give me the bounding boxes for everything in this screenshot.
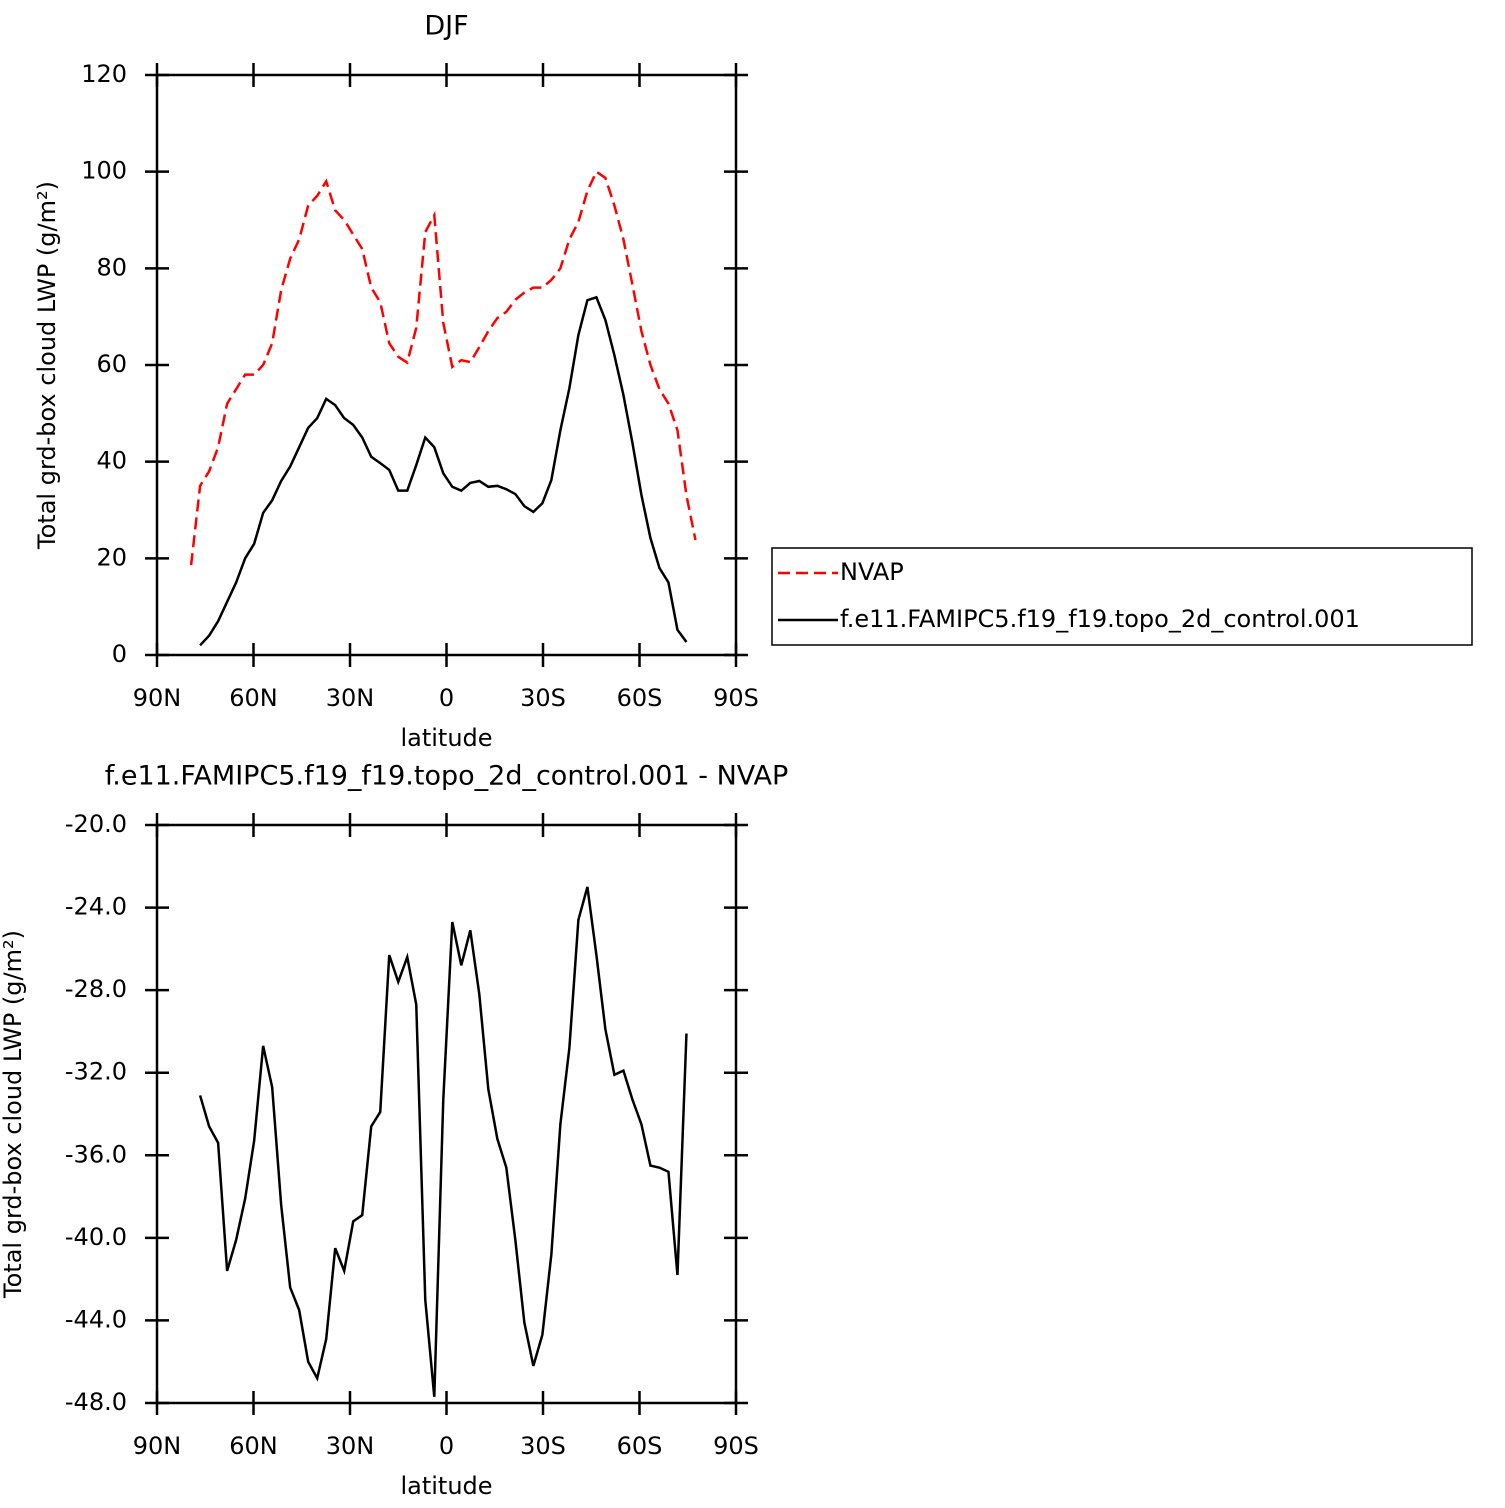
- y-tick-label: -48.0: [65, 1388, 127, 1416]
- y-tick-label: 20: [96, 543, 127, 571]
- x-tick-label: 30N: [326, 684, 375, 712]
- legend-label: NVAP: [840, 558, 904, 586]
- x-axis-label: latitude: [400, 724, 492, 752]
- data-line: [198, 886, 688, 1397]
- plot-frame: [155, 823, 738, 1405]
- y-tick-label: -36.0: [65, 1140, 127, 1168]
- y-tick-label: -44.0: [65, 1305, 127, 1333]
- x-tick-label: 90N: [133, 1432, 182, 1460]
- chart-title: DJF: [424, 11, 468, 42]
- y-tick-label: 0: [112, 640, 127, 668]
- y-tick-label: 120: [81, 60, 127, 88]
- x-tick-label: 90N: [133, 684, 182, 712]
- x-tick-label: 30S: [520, 1432, 566, 1460]
- y-tick-label: 60: [96, 350, 127, 378]
- x-tick-label: 60S: [617, 1432, 663, 1460]
- y-axis-label: Total grd-box cloud LWP (g/m²): [33, 181, 61, 550]
- y-axis-label: Total grd-box cloud LWP (g/m²): [0, 930, 27, 1299]
- chart-title: f.e11.FAMIPC5.f19_f19.topo_2d_control.00…: [105, 761, 789, 792]
- y-tick-label: 80: [96, 253, 127, 281]
- legend-label: f.e11.FAMIPC5.f19_f19.topo_2d_control.00…: [840, 605, 1360, 633]
- x-tick-label: 60N: [229, 684, 278, 712]
- x-tick-label: 0: [439, 684, 454, 712]
- y-tick-label: -28.0: [65, 975, 127, 1003]
- x-tick-label: 0: [439, 1432, 454, 1460]
- y-tick-label: -40.0: [65, 1223, 127, 1251]
- x-tick-label: 30N: [326, 1432, 375, 1460]
- x-tick-label: 90S: [713, 684, 759, 712]
- data-line: [199, 295, 688, 647]
- y-tick-label: -32.0: [65, 1058, 127, 1086]
- y-tick-label: 40: [96, 447, 127, 475]
- y-tick-label: -24.0: [65, 893, 127, 921]
- x-axis-label: latitude: [400, 1472, 492, 1500]
- x-tick-label: 60S: [617, 684, 663, 712]
- legend-box: [771, 547, 1473, 646]
- y-tick-label: -20.0: [65, 810, 127, 838]
- x-tick-label: 90S: [713, 1432, 759, 1460]
- x-tick-label: 30S: [520, 684, 566, 712]
- x-tick-label: 60N: [229, 1432, 278, 1460]
- y-tick-label: 100: [81, 157, 127, 185]
- data-line: [189, 169, 697, 566]
